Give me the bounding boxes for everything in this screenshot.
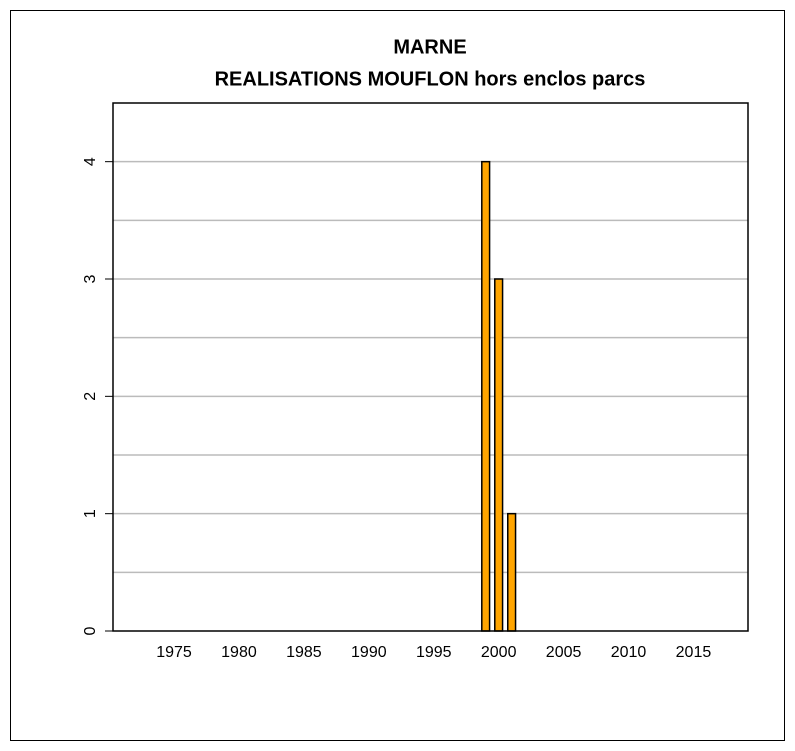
x-tick-label: 2005 — [546, 644, 582, 661]
y-tick-label: 1 — [82, 509, 99, 518]
y-tick-label: 3 — [82, 274, 99, 283]
bar — [494, 278, 504, 632]
bar — [507, 512, 517, 632]
x-tick-label: 2010 — [611, 644, 647, 661]
x-tick-label: 1990 — [351, 644, 387, 661]
x-tick-label: 1985 — [286, 644, 322, 661]
y-tick-label: 4 — [82, 157, 99, 166]
x-tick-label: 1975 — [156, 644, 192, 661]
y-tick-label: 0 — [82, 626, 99, 635]
bar — [481, 160, 491, 632]
chart-subtitle: REALISATIONS MOUFLON hors enclos parcs — [215, 68, 646, 90]
plot-border — [112, 102, 749, 632]
x-tick-label: 2000 — [481, 644, 517, 661]
x-tick-label: 1995 — [416, 644, 452, 661]
x-tick-label: 1980 — [221, 644, 257, 661]
y-tick-label: 2 — [82, 392, 99, 401]
frame — [10, 10, 785, 741]
chart-title: MARNE — [393, 36, 466, 58]
x-tick-label: 2015 — [676, 644, 712, 661]
